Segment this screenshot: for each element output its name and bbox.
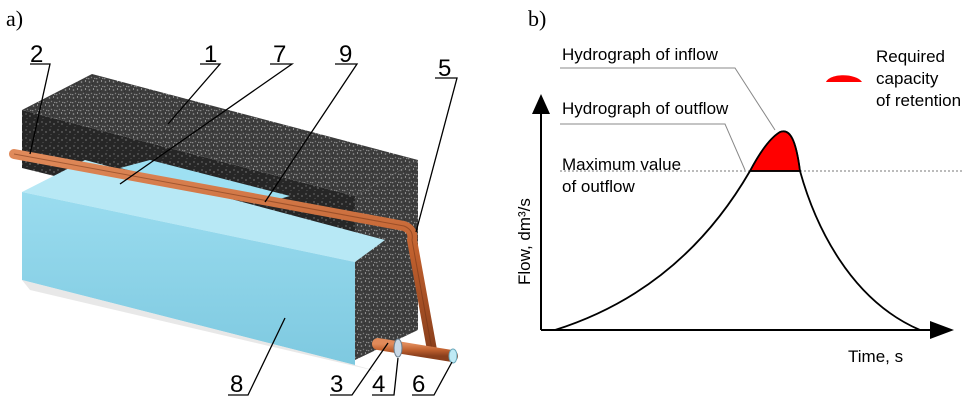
callout-8: 8 [230,371,243,396]
legend-text-3: of retention [876,91,961,110]
x-axis-arrow [930,321,954,339]
callout-1: 1 [204,41,217,68]
water-tank-front [22,192,355,365]
callout-lines [29,63,458,396]
legend-swatch [826,75,862,82]
y-axis-label: Flow, dm³/s [515,198,534,285]
inflow-label: Hydrograph of inflow [562,45,719,64]
water-tank-top [22,160,385,262]
y-axis-arrow [532,94,550,114]
callout-5: 5 [438,55,451,82]
callout-3: 3 [330,371,343,396]
outlet-pipe [372,338,458,362]
x-axis-label: Time, s [848,347,903,366]
gravel-top-face [22,74,418,196]
callout-6: 6 [412,371,425,396]
max-outflow-label-2: of outflow [562,177,635,196]
panel-b: b) Hydrograph of inflow Hydrograph of ou… [515,6,962,366]
legend-text-1: Required [876,47,945,66]
panel-a-label: a) [6,6,23,31]
outlet-pipe-end [448,348,458,364]
panel-b-label: b) [528,6,546,31]
hydrograph-curve [554,170,921,331]
max-outflow-label-1: Maximum value [562,155,681,174]
callout-2: 2 [30,41,43,68]
inlet-pipe-outline [13,153,433,351]
leader-lines [560,67,776,171]
panel-a: a) [6,6,458,396]
tank-shadow [22,280,380,372]
callout-9: 9 [339,41,352,68]
outflow-label: Hydrograph of outflow [562,99,729,118]
legend-text-2: capacity [876,69,939,88]
inflow-peak-outline [749,130,801,172]
pipe-coupling [393,338,403,358]
gravel-right-face [355,160,418,360]
callout-7: 7 [273,41,286,68]
callout-4: 4 [372,371,385,396]
